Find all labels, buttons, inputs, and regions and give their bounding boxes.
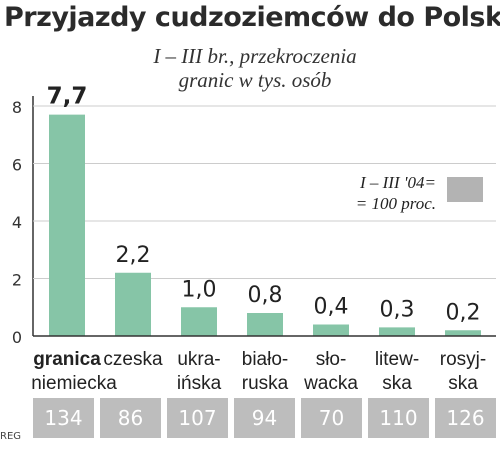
x-category-label: czeska xyxy=(103,349,163,370)
bar-value-label: 0,4 xyxy=(314,295,349,320)
x-category-label: ska xyxy=(382,373,412,394)
legend-swatch xyxy=(447,177,483,202)
bar xyxy=(379,327,415,336)
chart-subtitle: I – III br., przekroczenia granic w tys.… xyxy=(120,44,390,92)
bar xyxy=(445,330,481,336)
bar xyxy=(181,307,217,336)
chart-title: Przyjazdy cudzoziemców do Polski xyxy=(4,2,500,33)
index-cell: 110 xyxy=(368,398,429,438)
y-tick-label: 4 xyxy=(12,213,22,232)
subtitle-line-1: I – III br., przekroczenia xyxy=(153,44,357,68)
credit-label: REG xyxy=(0,431,22,442)
x-category-label: biało- xyxy=(242,349,288,370)
bar xyxy=(115,272,151,336)
index-row: 134 86 107 94 70 110 126 xyxy=(33,398,496,438)
index-cell: 126 xyxy=(435,398,496,438)
x-category-label: wacka xyxy=(303,373,358,394)
index-cell: 86 xyxy=(100,398,161,438)
bar-value-label: 0,2 xyxy=(446,300,481,325)
legend-label: I – III '04= = 100 proc. xyxy=(318,172,436,214)
bar xyxy=(247,313,283,336)
index-cell: 70 xyxy=(301,398,362,438)
index-cell: 134 xyxy=(33,398,94,438)
legend-line-2: = 100 proc. xyxy=(355,194,436,213)
x-category-label: litew- xyxy=(375,349,419,370)
x-category-label: ukra- xyxy=(177,349,220,370)
subtitle-line-2: granic w tys. osób xyxy=(178,68,332,92)
y-tick-label: 6 xyxy=(12,156,22,175)
bar-value-label: 2,2 xyxy=(116,243,151,268)
x-category-label: rosyj- xyxy=(440,349,486,370)
x-category-label: sło- xyxy=(316,349,347,370)
index-cell: 107 xyxy=(167,398,228,438)
bar xyxy=(49,114,85,336)
y-tick-label: 2 xyxy=(12,271,22,290)
x-category-label: niemiecka xyxy=(31,373,117,394)
bar xyxy=(313,324,349,336)
bar-value-label: 0,3 xyxy=(380,297,415,322)
y-tick-label: 0 xyxy=(12,328,22,347)
x-category-label: ska xyxy=(448,373,478,394)
bar-value-label: 7,7 xyxy=(47,84,88,110)
x-category-label: ruska xyxy=(242,373,289,394)
bar-value-label: 1,0 xyxy=(182,277,217,302)
y-tick-label: 8 xyxy=(12,98,22,117)
x-category-label: granica xyxy=(33,349,101,370)
x-category-label: ińska xyxy=(177,373,222,394)
bar-value-label: 0,8 xyxy=(248,283,283,308)
index-cell: 94 xyxy=(234,398,295,438)
legend-line-1: I – III '04= xyxy=(359,173,436,192)
